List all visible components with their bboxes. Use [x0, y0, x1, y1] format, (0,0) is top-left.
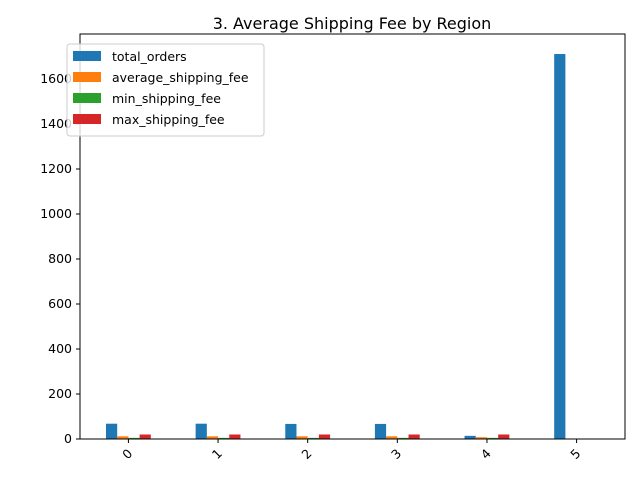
legend-swatch-max_shipping_fee	[73, 114, 101, 124]
legend-label-total_orders: total_orders	[112, 49, 187, 64]
chart-title: 3. Average Shipping Fee by Region	[213, 14, 492, 33]
legend: total_orders average_shipping_fee min_ship…	[66, 43, 265, 137]
legend-swatch-min_shipping_fee	[73, 93, 101, 103]
x-axis: 0 1 2 3 4 5	[119, 439, 584, 462]
y-tick-label: 200	[48, 386, 72, 401]
bar-max_shipping_fee-0	[139, 434, 151, 439]
bar-max_shipping_fee-1	[229, 434, 241, 439]
legend-swatch-average_shipping_fee	[73, 72, 101, 82]
x-tick-label: 3	[388, 446, 404, 462]
legend-label-min_shipping_fee: min_shipping_fee	[112, 91, 221, 106]
legend-label-average_shipping_fee: average_shipping_fee	[112, 70, 249, 85]
bar-max_shipping_fee-4	[498, 434, 510, 439]
y-tick-label: 600	[48, 296, 72, 311]
bar-average_shipping_fee-3	[386, 436, 398, 439]
bar-max_shipping_fee-3	[408, 434, 420, 439]
y-tick-label: 0	[64, 431, 72, 446]
bar-total_orders-0	[105, 423, 118, 439]
bar-average_shipping_fee-4	[475, 437, 487, 439]
plot-frame	[79, 33, 626, 440]
legend-box	[66, 43, 265, 137]
bar-max_shipping_fee-2	[318, 434, 331, 439]
bar-total_orders-5	[554, 54, 566, 440]
y-tick-label: 400	[48, 341, 72, 356]
bars-group	[105, 54, 566, 440]
bar-average_shipping_fee-1	[206, 436, 219, 439]
x-tick-label: 1	[209, 446, 225, 462]
x-tick-label: 5	[567, 446, 583, 462]
legend-swatch-total_orders	[73, 51, 101, 61]
y-tick-label: 800	[48, 251, 72, 266]
x-tick-label: 2	[298, 446, 314, 462]
bar-average_shipping_fee-0	[117, 436, 129, 439]
x-tick-label: 0	[119, 446, 135, 462]
y-tick-label: 1200	[40, 161, 72, 176]
bar-total_orders-2	[285, 423, 297, 439]
bar-min_shipping_fee-1	[218, 437, 230, 439]
bar-min_shipping_fee-0	[128, 437, 140, 439]
bar-total_orders-3	[374, 423, 387, 439]
y-axis: 0 200 400 600 800 1000 1200 1400 1600	[40, 71, 80, 446]
y-tick-label: 1000	[40, 206, 72, 221]
y-tick-label: 1400	[40, 116, 72, 131]
bar-min_shipping_fee-3	[397, 437, 409, 439]
bar-min_shipping_fee-4	[486, 437, 499, 439]
bar-min_shipping_fee-2	[307, 437, 319, 439]
bar-total_orders-1	[195, 423, 207, 439]
y-tick-label: 1600	[40, 71, 72, 86]
legend-label-max_shipping_fee: max_shipping_fee	[112, 112, 225, 127]
bar-average_shipping_fee-2	[296, 436, 308, 439]
bar-total_orders-4	[464, 435, 476, 439]
x-tick-label: 4	[478, 446, 494, 462]
